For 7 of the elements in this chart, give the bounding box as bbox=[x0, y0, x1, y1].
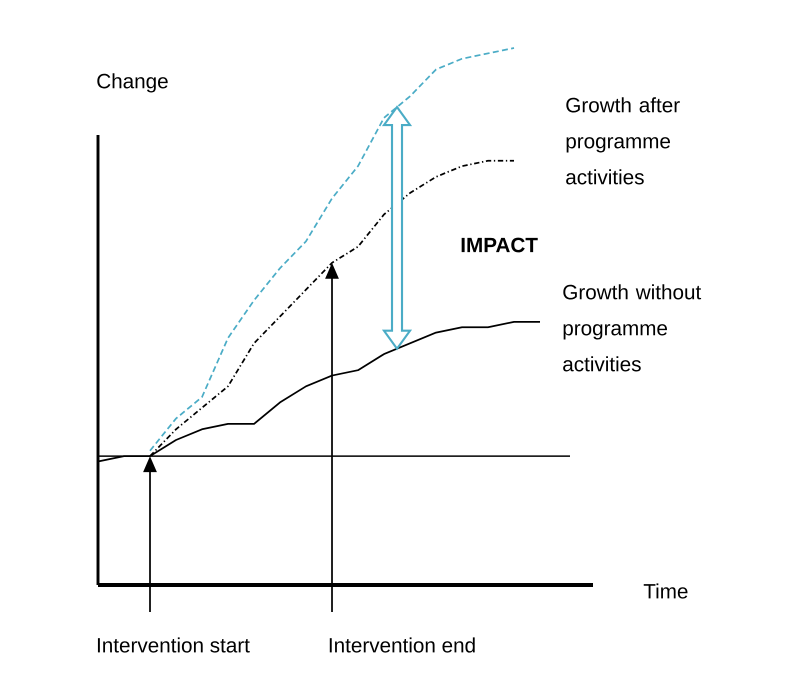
text: Intervention start bbox=[98, 637, 250, 653]
series-label: Growth without programme activities bbox=[563, 284, 702, 372]
text: Growth after programme activities bbox=[566, 97, 680, 184]
x-axis-title: Time bbox=[644, 583, 688, 599]
y-axis-title: Change bbox=[97, 73, 168, 93]
annotation: IMPACT bbox=[462, 238, 538, 252]
text: Intervention end bbox=[330, 637, 475, 653]
